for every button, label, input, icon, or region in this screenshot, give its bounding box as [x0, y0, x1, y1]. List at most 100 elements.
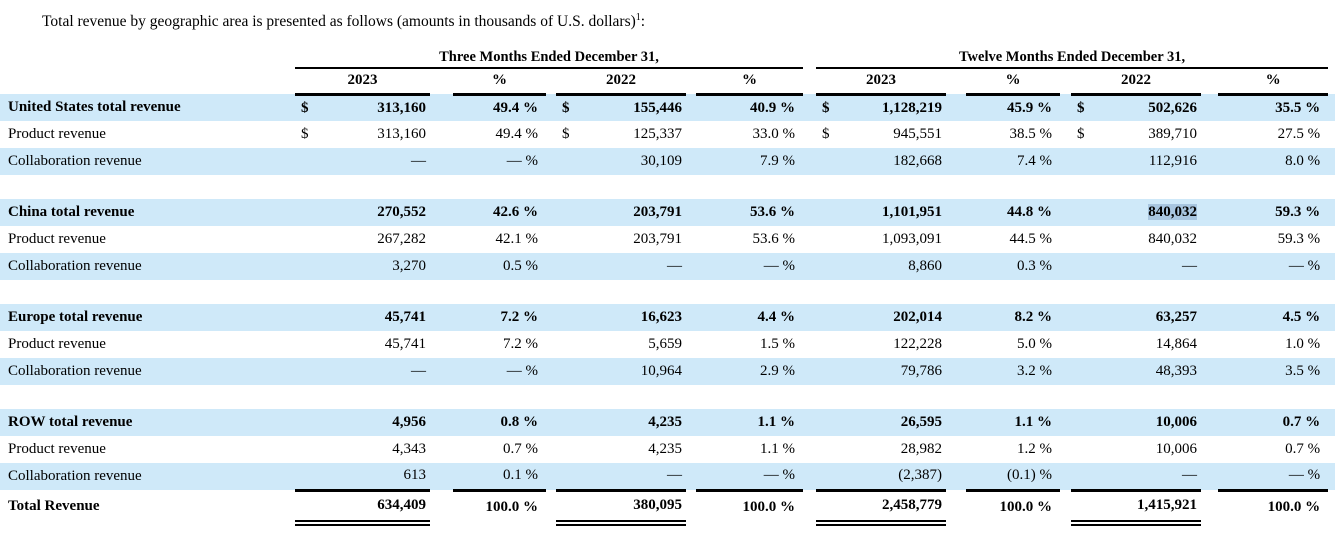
section-spacer [0, 385, 1335, 409]
percent-value: 1.5 % [760, 336, 796, 353]
row-label: China total revenue [0, 199, 295, 227]
year-header: 2022 [1071, 68, 1202, 96]
percent-value: 0.7 % [1218, 409, 1329, 437]
percent-header: % [1218, 68, 1329, 96]
money-value: 28,982 [900, 441, 943, 458]
percent-value: 8.2 % [966, 304, 1061, 332]
percent-value: 2.9 % [696, 358, 804, 386]
percent-value: 59.3 % [1277, 231, 1321, 248]
percent-value: 42.6 % [453, 199, 546, 227]
currency-symbol: $ [301, 126, 309, 143]
percent-value: 4.4 % [696, 304, 804, 332]
percent-value: 35.5 % [1218, 94, 1329, 122]
percent-value: 38.5 % [1009, 126, 1053, 143]
percent-value: — % [696, 253, 804, 281]
percent-value: — % [1218, 463, 1329, 491]
percent-value: 44.5 % [1009, 231, 1053, 248]
money-value: 313,160 [377, 99, 426, 116]
money-value: — [667, 467, 682, 484]
percent-value: 33.0 % [752, 126, 796, 143]
money-value: 122,228 [893, 336, 943, 353]
percent-value: 1.0 % [1285, 336, 1321, 353]
currency-symbol: $ [562, 126, 570, 143]
money-value: 202,014 [893, 309, 943, 326]
percent-value: 7.2 % [503, 336, 538, 353]
table-row-china-total: China total revenue 270,552 42.6 % 203,7… [0, 199, 1336, 227]
currency-symbol: $ [1077, 99, 1085, 116]
percent-value: — % [696, 463, 804, 491]
year-header: 2023 [816, 68, 947, 96]
money-value: 634,409 [377, 497, 426, 514]
money-value: 4,235 [648, 414, 682, 431]
percent-value: 53.6 % [752, 231, 796, 248]
percent-value: 1.1 % [760, 441, 796, 458]
percent-value: — % [453, 358, 546, 386]
percent-value: 7.9 % [696, 148, 804, 176]
money-value: 2,458,779 [882, 497, 943, 514]
percent-value: 1.2 % [1017, 441, 1053, 458]
percent-value: 8.0 % [1218, 148, 1329, 176]
currency-symbol: $ [822, 126, 830, 143]
table-row-us-total: United States total revenue $313,160 49.… [0, 94, 1336, 122]
money-value: 389,710 [1148, 126, 1198, 143]
row-label: ROW total revenue [0, 409, 295, 437]
table-row-us-product: Product revenue $313,160 49.4 % $125,337… [0, 121, 1335, 148]
money-value: 4,343 [392, 441, 426, 458]
percent-value: — % [1218, 253, 1329, 281]
currency-symbol: $ [301, 99, 309, 116]
percent-value: 100.0 % [966, 488, 1061, 524]
money-value: 10,006 [1155, 441, 1198, 458]
table-row-grand-total: Total Revenue 634,409 100.0 % 380,095 10… [0, 488, 1335, 527]
year-header: 2022 [556, 68, 686, 96]
col-group-three-months: Three Months Ended December 31, [295, 47, 804, 70]
money-value: 10,964 [640, 363, 682, 380]
percent-value: 1.1 % [696, 409, 804, 437]
money-value: 48,393 [1155, 363, 1198, 380]
percent-value: 4.5 % [1218, 304, 1329, 332]
percent-value: — % [453, 148, 546, 176]
money-value: 1,093,091 [882, 231, 943, 248]
money-value: 613 [403, 467, 427, 484]
money-value: 112,916 [1148, 153, 1198, 170]
page-title: Total revenue by geographic area is pres… [42, 12, 1337, 31]
table-row-europe-product: Product revenue 45,741 7.2 % 5,659 1.5 %… [0, 331, 1335, 358]
money-value: 3,270 [392, 258, 426, 275]
money-value: 16,623 [640, 309, 682, 326]
percent-value: 3.5 % [1218, 358, 1329, 386]
percent-value: 40.9 % [696, 94, 804, 122]
money-value: 203,791 [633, 204, 682, 221]
money-value: 14,864 [1155, 336, 1198, 353]
money-value: 125,337 [633, 126, 682, 143]
money-value: 30,109 [640, 153, 682, 170]
money-value: 155,446 [633, 99, 682, 116]
table-row-us-collab: Collaboration revenue — — % 30,109 7.9 %… [0, 148, 1336, 176]
money-value: 8,860 [908, 258, 943, 275]
money-value: 502,626 [1148, 99, 1198, 116]
table-row-row-product: Product revenue 4,343 0.7 % 4,235 1.1 % … [0, 436, 1335, 463]
year-header: 2023 [295, 68, 430, 96]
row-label: Collaboration revenue [0, 253, 295, 281]
percent-value: 0.7 % [503, 441, 538, 458]
percent-value: 45.9 % [966, 94, 1061, 122]
money-value: 79,786 [900, 363, 943, 380]
row-label: Collaboration revenue [0, 358, 295, 386]
money-value: 10,006 [1155, 414, 1198, 431]
money-value: 45,741 [384, 309, 426, 326]
percent-value: 49.4 % [495, 126, 539, 143]
row-label: Product revenue [8, 231, 106, 248]
row-label: United States total revenue [0, 94, 295, 122]
money-value: 63,257 [1155, 309, 1198, 326]
percent-value: 27.5 % [1277, 126, 1321, 143]
money-value: — [1182, 467, 1198, 484]
row-label: Total Revenue [8, 498, 100, 515]
table-row-europe-total: Europe total revenue 45,741 7.2 % 16,623… [0, 304, 1336, 332]
percent-value: 42.1 % [495, 231, 539, 248]
percent-value: (0.1) % [966, 463, 1061, 491]
footnote-marker: 1 [635, 12, 641, 23]
percent-value: 59.3 % [1218, 199, 1329, 227]
money-value: 1,128,219 [882, 99, 943, 116]
money-value: 5,659 [648, 336, 682, 353]
percent-header: % [966, 68, 1061, 96]
money-value: (2,387) [898, 467, 943, 484]
percent-value: 0.3 % [966, 253, 1061, 281]
